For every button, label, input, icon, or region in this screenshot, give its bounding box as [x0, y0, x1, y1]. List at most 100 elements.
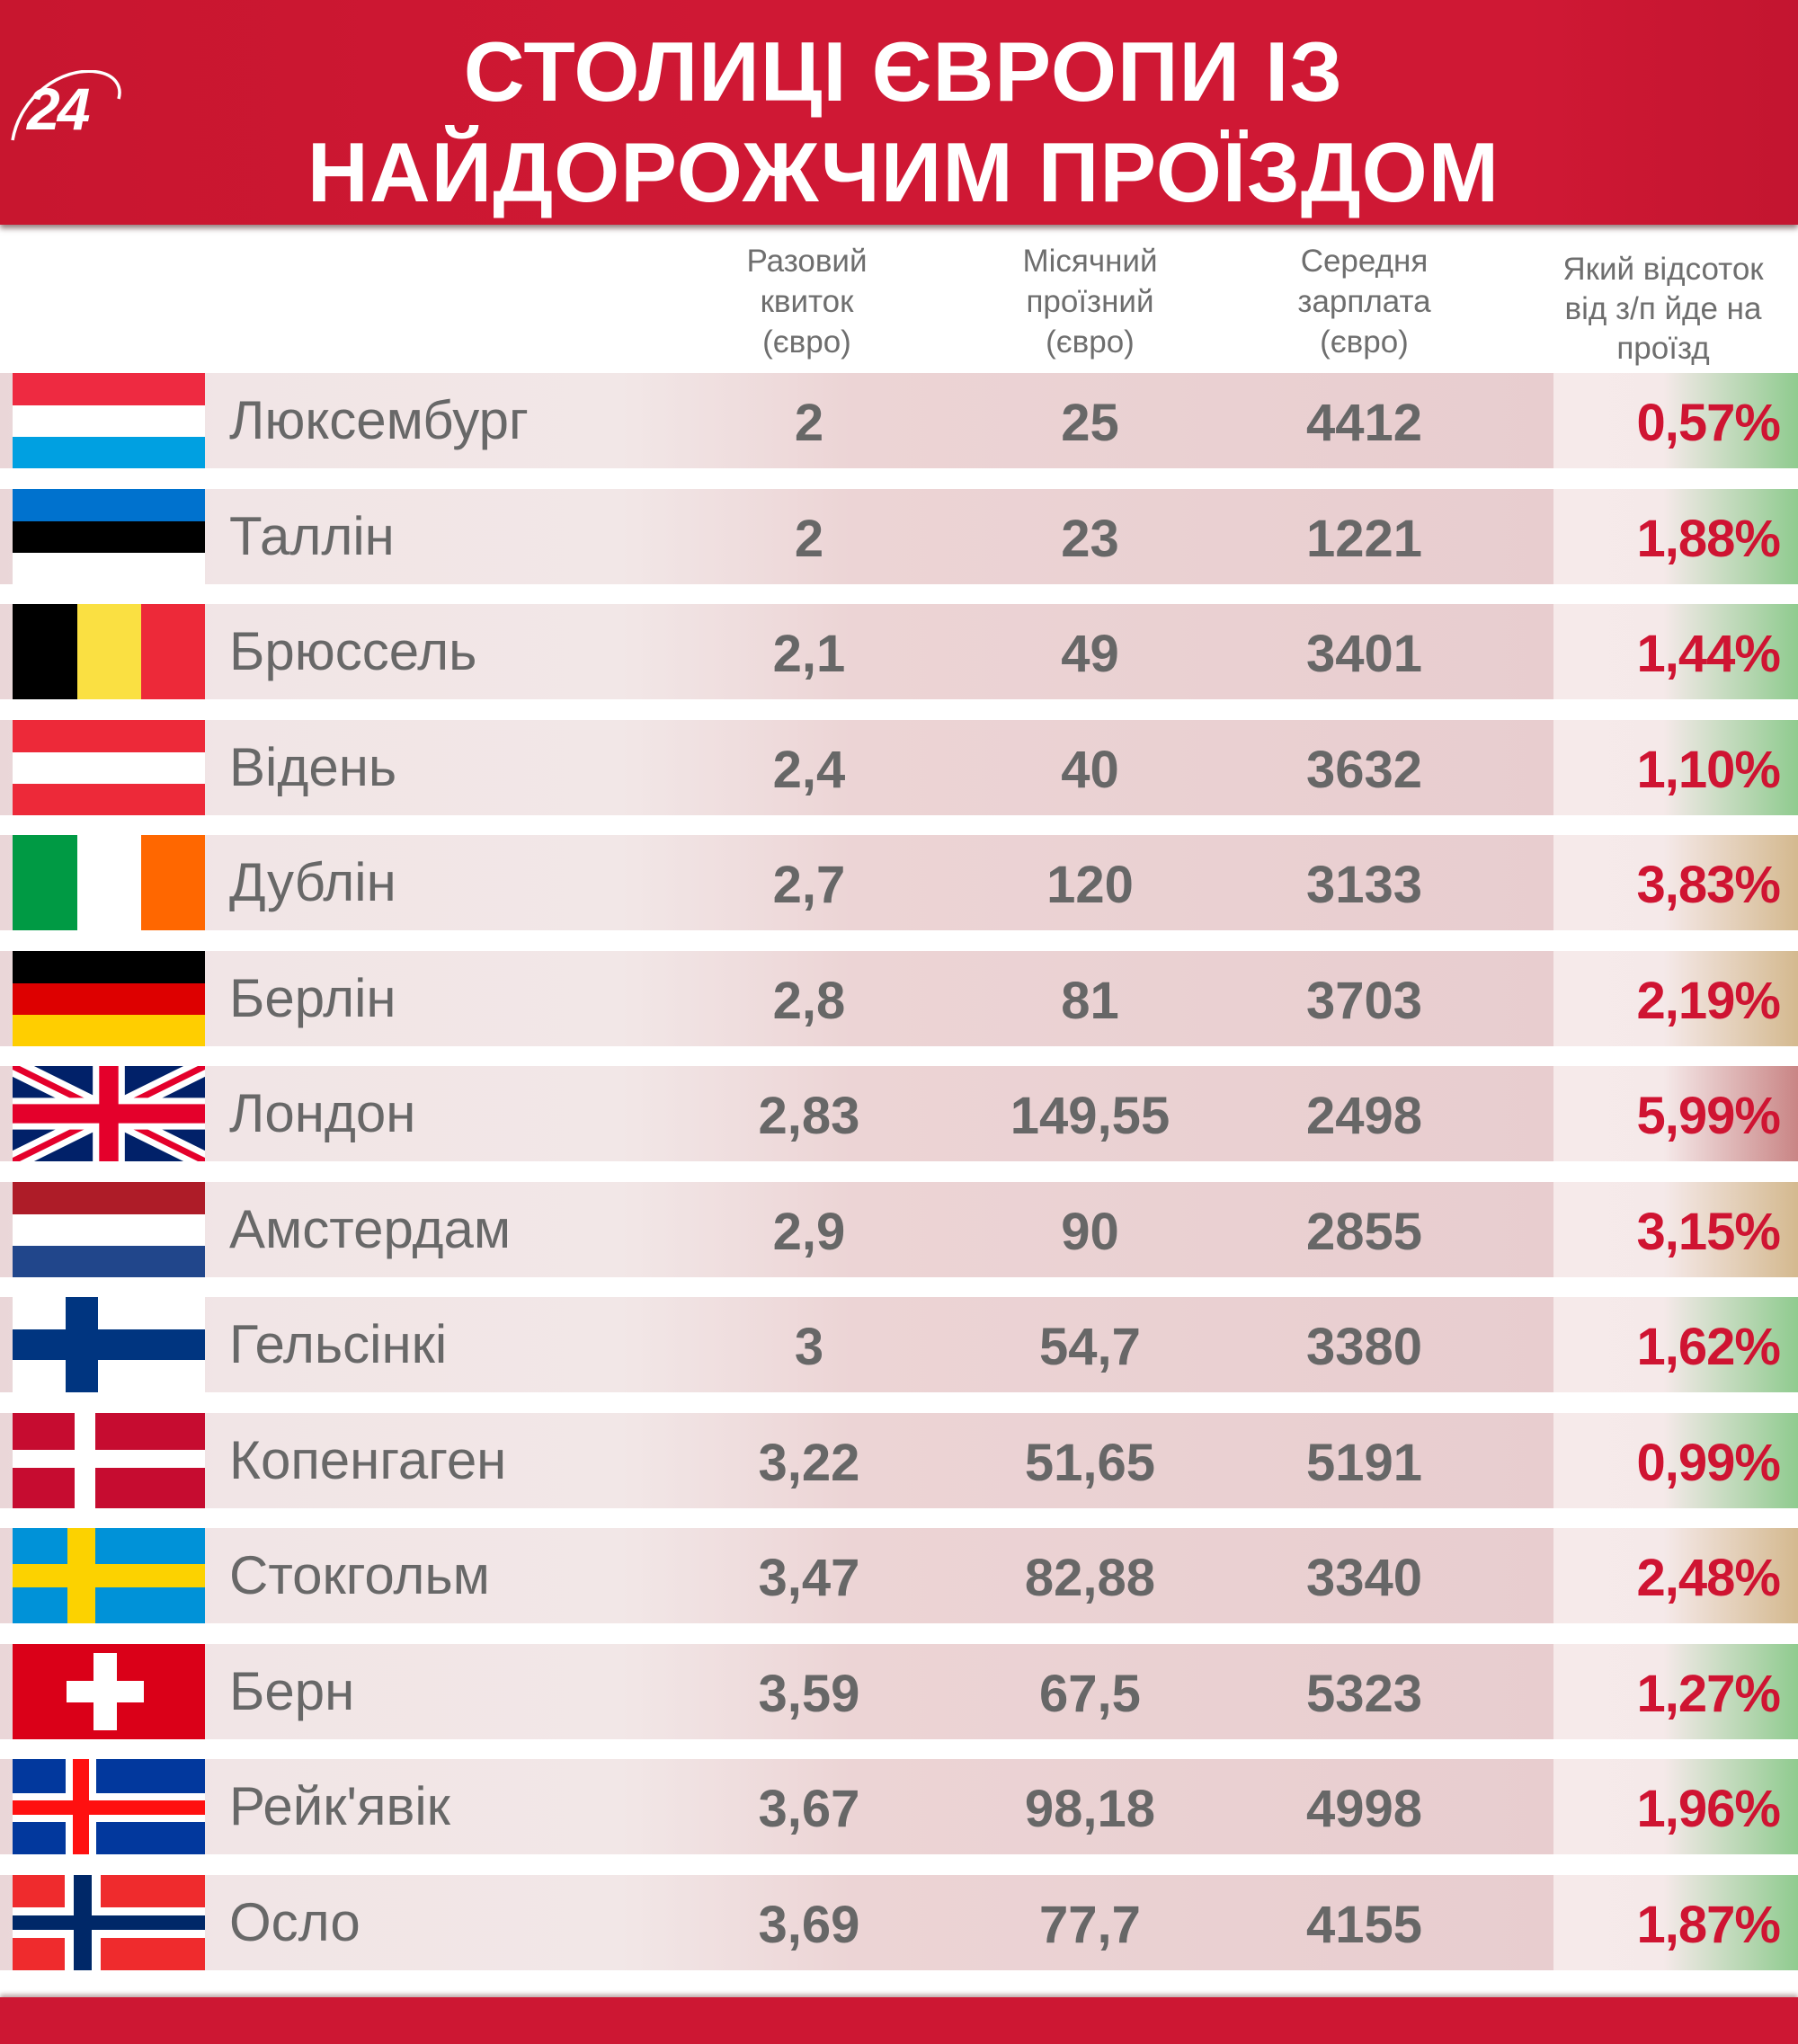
- share-cell-background: [1553, 719, 1798, 815]
- salary-share-percent: 0,57%: [1636, 394, 1781, 452]
- city-name: Осло: [229, 1891, 360, 1952]
- column-header-line: Місячний: [1022, 244, 1158, 279]
- city-name: Гельсінкі: [229, 1314, 448, 1374]
- city-name: Берлін: [229, 967, 396, 1028]
- average-salary: 2855: [1305, 1202, 1423, 1261]
- share-cell-background: [1553, 1412, 1798, 1508]
- city-name: Рейк'явік: [229, 1776, 450, 1836]
- denmark-flag-icon: [13, 1412, 205, 1508]
- monthly-pass-price: 67,5: [1039, 1664, 1141, 1723]
- row-background: [0, 1759, 1553, 1854]
- table-row: Дублін 2,7 120 3133 3,83%: [0, 835, 1798, 930]
- salary-share-percent: 1,88%: [1636, 509, 1781, 568]
- single-ticket-price: 3,67: [758, 1780, 860, 1838]
- share-cell-background: [1553, 1643, 1798, 1739]
- city-name: Стокгольм: [229, 1545, 490, 1605]
- average-salary: 3380: [1305, 1318, 1423, 1376]
- single-ticket-price: 2: [794, 509, 824, 568]
- column-header-line: (євро): [1046, 324, 1135, 360]
- netherlands-flag-icon: [13, 1181, 205, 1277]
- monthly-pass-price: 54,7: [1039, 1318, 1141, 1376]
- column-header-line: (євро): [1320, 324, 1409, 360]
- salary-share-percent: 1,10%: [1636, 740, 1781, 799]
- average-salary: 4155: [1305, 1895, 1423, 1954]
- single-ticket-price: 3,59: [758, 1664, 860, 1723]
- average-salary: 3703: [1305, 971, 1423, 1030]
- monthly-pass-price: 23: [1061, 509, 1119, 568]
- single-ticket-price: 2,4: [772, 740, 846, 799]
- city-name: Люксембург: [229, 390, 529, 450]
- single-ticket-price: 2: [794, 394, 824, 452]
- row-background: [0, 1297, 1553, 1392]
- column-header-line: від з/п йде на: [1564, 291, 1762, 326]
- city-name: Копенгаген: [229, 1429, 507, 1490]
- share-cell-background: [1553, 835, 1798, 930]
- table-row: Брюссель 2,1 49 3401 1,44%: [0, 604, 1798, 699]
- sweden-flag-icon: [13, 1528, 205, 1623]
- row-background: [0, 1412, 1553, 1508]
- share-cell-background: [1553, 1181, 1798, 1277]
- average-salary: 1221: [1305, 509, 1423, 568]
- city-name: Брюссель: [229, 621, 477, 681]
- share-cell-background: [1553, 950, 1798, 1046]
- single-ticket-price: 2,9: [772, 1202, 846, 1261]
- monthly-pass-price: 82,88: [1024, 1549, 1156, 1607]
- salary-share-percent: 5,99%: [1636, 1087, 1781, 1145]
- single-ticket-price: 3: [794, 1318, 824, 1376]
- table-row: Стокгольм 3,47 82,88 3340 2,48%: [0, 1528, 1798, 1623]
- austria-flag-icon: [13, 719, 205, 815]
- salary-share-percent: 1,27%: [1636, 1664, 1781, 1723]
- single-ticket-price: 3,47: [758, 1549, 860, 1607]
- salary-share-percent: 3,83%: [1636, 856, 1781, 914]
- average-salary: 5323: [1305, 1664, 1423, 1723]
- single-ticket-price: 3,22: [758, 1433, 860, 1492]
- page-title: СТОЛИЦІ ЄВРОПИ ІЗ НАЙДОРОЖЧИМ ПРОЇЗДОМ: [207, 22, 1600, 223]
- monthly-pass-price: 40: [1061, 740, 1119, 799]
- single-ticket-price: 2,8: [772, 971, 846, 1030]
- table-row: Таллін 2 23 1221 1,88%: [0, 488, 1798, 584]
- row-background: [0, 488, 1553, 584]
- average-salary: 5191: [1305, 1433, 1423, 1492]
- table-row: Берн 3,59 67,5 5323 1,27%: [0, 1643, 1798, 1739]
- single-ticket-price: 2,83: [758, 1087, 860, 1145]
- column-header-line: квиток: [760, 284, 854, 319]
- salary-share-percent: 0,99%: [1636, 1433, 1781, 1492]
- channel-24-logo: 24: [7, 70, 142, 142]
- table-row: Лондон 2,83 149,55 2498 5,99%: [0, 1066, 1798, 1161]
- header-banner: 24 СТОЛИЦІ ЄВРОПИ ІЗ НАЙДОРОЖЧИМ ПРОЇЗДО…: [0, 0, 1798, 225]
- single-ticket-price: 2,1: [772, 625, 846, 683]
- salary-share-percent: 1,44%: [1636, 625, 1781, 683]
- city-name: Відень: [229, 736, 397, 797]
- belgium-flag-icon: [13, 604, 205, 699]
- average-salary: 3340: [1305, 1549, 1423, 1607]
- column-header-line: Який відсоток: [1562, 252, 1764, 287]
- row-background: [0, 373, 1553, 468]
- table-row: Осло 3,69 77,7 4155 1,87%: [0, 1874, 1798, 1970]
- luxembourg-flag-icon: [13, 373, 205, 468]
- salary-share-percent: 1,62%: [1636, 1318, 1781, 1376]
- share-cell-background: [1553, 488, 1798, 584]
- row-background: [0, 604, 1553, 699]
- monthly-pass-price: 90: [1061, 1202, 1119, 1261]
- share-cell-background: [1553, 1297, 1798, 1392]
- table-row: Відень 2,4 40 3632 1,10%: [0, 719, 1798, 815]
- table-row: Берлін 2,8 81 3703 2,19%: [0, 950, 1798, 1046]
- row-background: [0, 1066, 1553, 1161]
- estonia-flag-icon: [13, 488, 205, 584]
- share-cell-background: [1553, 373, 1798, 468]
- logo-arc-icon: [11, 70, 121, 141]
- salary-share-percent: 3,15%: [1636, 1202, 1781, 1261]
- city-name: Дублін: [229, 852, 396, 912]
- footer-band: [0, 1997, 1798, 2044]
- share-cell-background: [1553, 604, 1798, 699]
- germany-flag-icon: [13, 950, 205, 1046]
- column-header-avg-salary: Середня зарплата (євро): [1263, 241, 1465, 362]
- table-row: Копенгаген 3,22 51,65 5191 0,99%: [0, 1412, 1798, 1508]
- table-row: Гельсінкі 3 54,7 3380 1,62%: [0, 1297, 1798, 1392]
- iceland-flag-icon: [13, 1759, 205, 1854]
- single-ticket-price: 3,69: [758, 1895, 860, 1954]
- switzerland-flag-icon: [13, 1643, 205, 1739]
- column-header-line: Середня: [1300, 244, 1429, 279]
- monthly-pass-price: 25: [1061, 394, 1119, 452]
- monthly-pass-price: 77,7: [1039, 1895, 1141, 1954]
